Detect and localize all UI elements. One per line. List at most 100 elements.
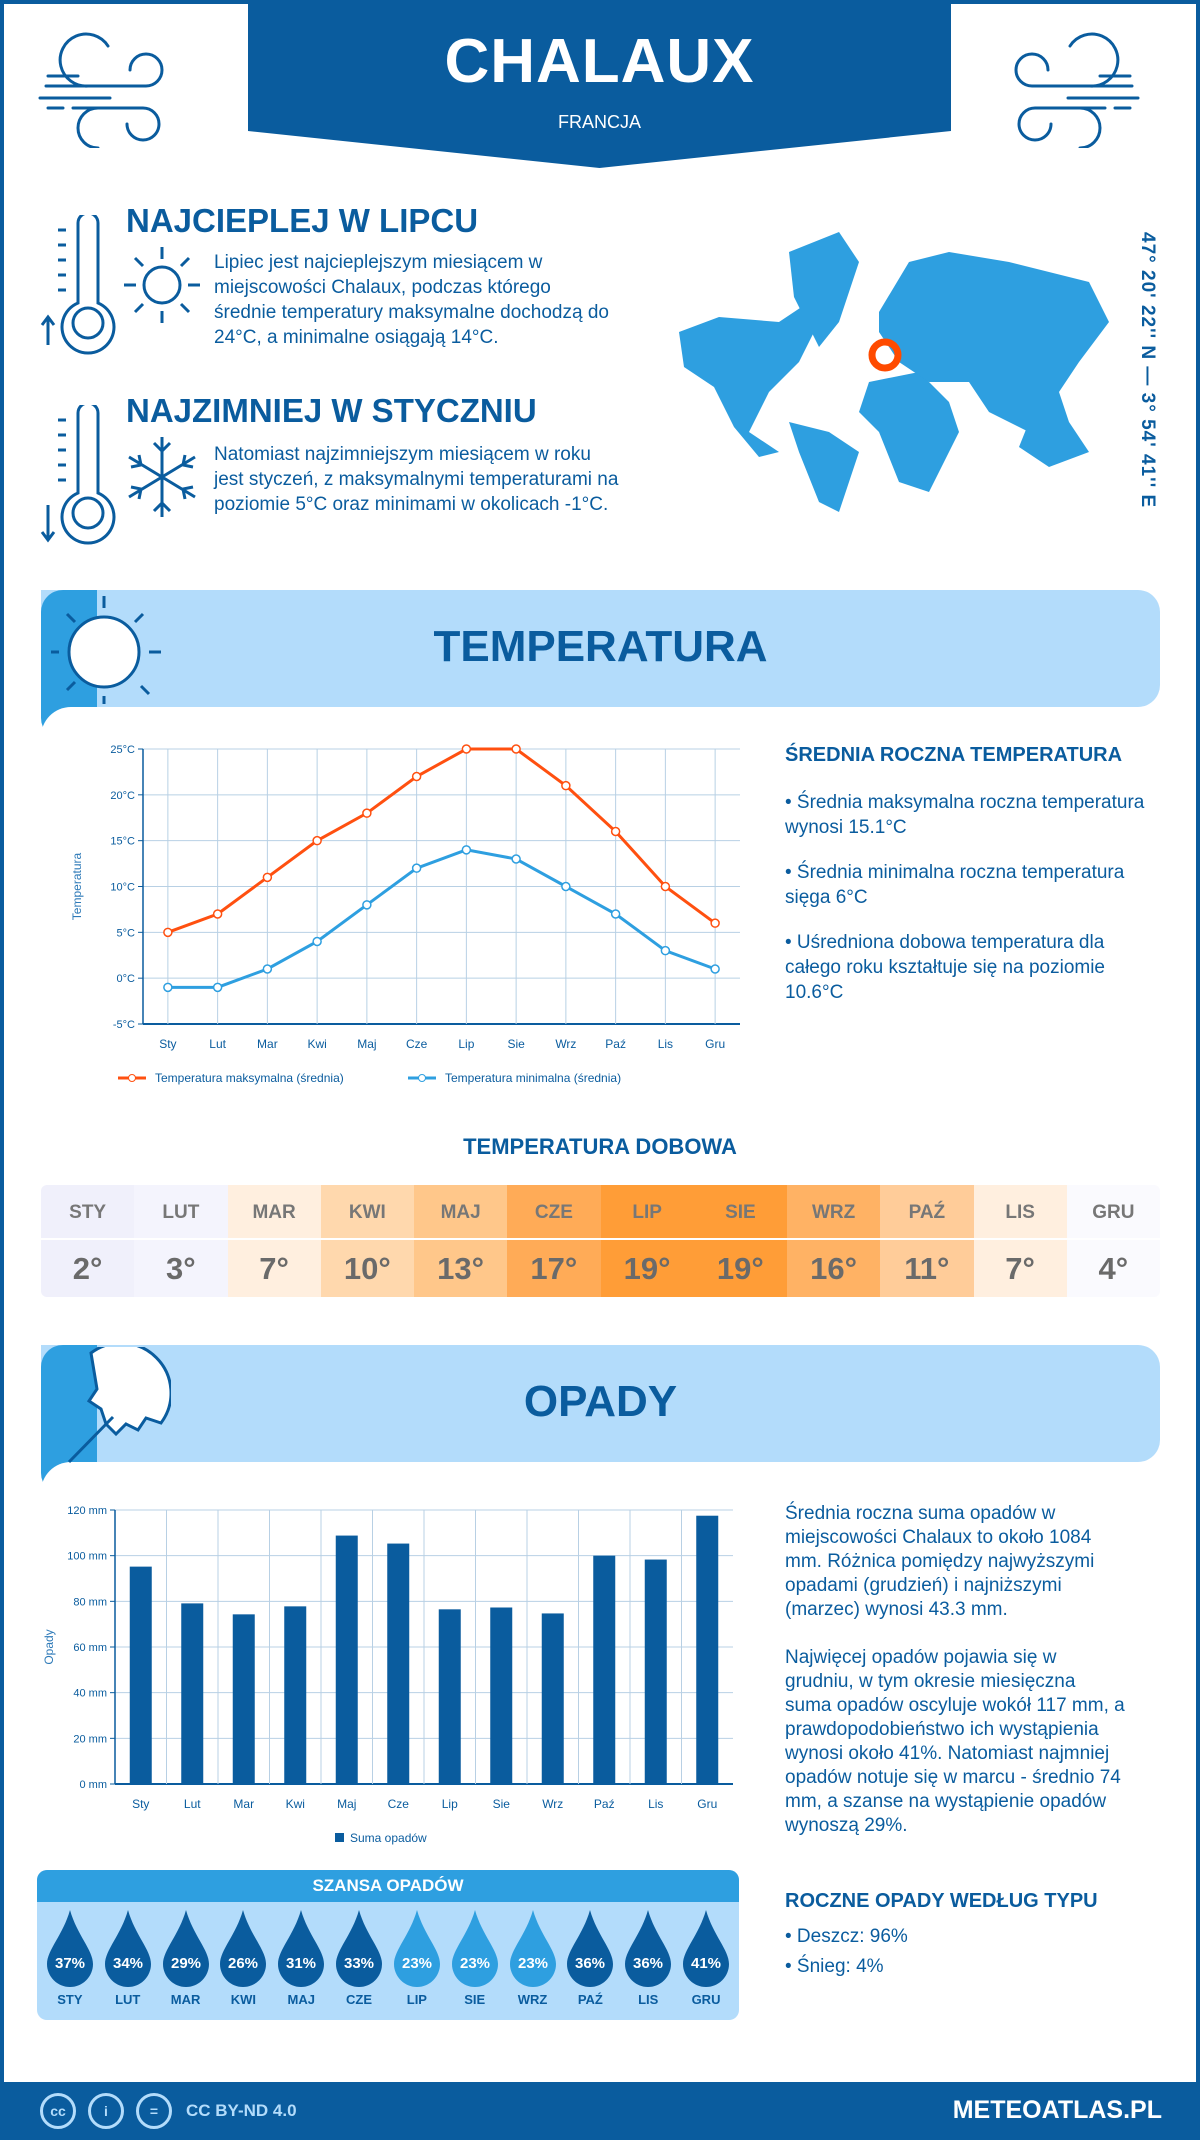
attribution-icon: i: [88, 2093, 124, 2129]
temperature-bullet: • Średnia minimalna roczna temperatura s…: [785, 862, 1125, 908]
data-point: [561, 780, 571, 791]
data-point: [660, 945, 671, 956]
daily-value: 16°: [810, 1251, 858, 1286]
data-point: [511, 854, 521, 864]
x-tick-label: Mar: [257, 1037, 278, 1051]
data-point: [710, 918, 720, 928]
data-point: [610, 909, 621, 919]
chance-drop: 33% CZE: [331, 1910, 387, 2007]
daily-column: GRU 4°: [1066, 1185, 1160, 1297]
raindrop-icon: 34%: [104, 1910, 151, 1987]
chance-drop: 41% GRU: [678, 1910, 734, 2007]
chance-drop: 34% LUT: [100, 1910, 156, 2007]
daily-column: PAŹ 11°: [880, 1185, 974, 1297]
chance-drop: 31% MAJ: [273, 1910, 329, 2007]
bar: [490, 1607, 513, 1784]
data-point: [461, 845, 472, 855]
daily-column: LIS 7°: [973, 1185, 1067, 1297]
chance-month: KWI: [230, 1992, 257, 2007]
chance-drop: 26% KWI: [215, 1910, 271, 2007]
temperature-bullet: • Średnia maksymalna roczna temperatura …: [785, 792, 1145, 838]
y-tick-label: 80 mm: [73, 1596, 107, 1608]
bar: [335, 1535, 358, 1784]
daily-temperature-title: TEMPERATURA DOBOWA: [463, 1134, 737, 1159]
chance-value: 31%: [286, 1955, 316, 1972]
daily-column: LUT 3°: [134, 1185, 228, 1297]
chance-month: GRU: [691, 1992, 721, 2007]
chance-value: 41%: [691, 1955, 721, 1972]
raindrop-icon: 31%: [278, 1910, 325, 1987]
daily-month: CZE: [507, 1185, 601, 1240]
chance-drop: 37% STY: [42, 1910, 98, 2007]
city-title: CHALAUX: [444, 27, 755, 96]
chance-month: STY: [57, 1992, 83, 2007]
data-point: [411, 863, 422, 873]
daily-value: 7°: [1005, 1251, 1035, 1286]
x-tick-label: Sty: [132, 1797, 149, 1811]
thermometer-down-icon: [40, 405, 116, 545]
daily-month: MAJ: [414, 1185, 508, 1240]
raindrop-icon: 33%: [336, 1910, 383, 1987]
cc-icon: cc: [40, 2093, 76, 2129]
daily-month: LIP: [600, 1185, 694, 1240]
x-tick-label: Maj: [337, 1797, 356, 1811]
precipitation-section-banner: OPADY: [41, 1345, 1160, 1502]
legend-label: Suma opadów: [350, 1831, 427, 1845]
precipitation-chart: 0 mm 20 mm 40 mm 60 mm 80 mm 100 mm 120 mm Sty L…: [42, 1505, 733, 1845]
x-tick-label: Wrz: [542, 1797, 563, 1811]
header-banner: [248, 0, 951, 168]
chance-value: 26%: [228, 1955, 258, 1972]
raindrop-icon: 23%: [509, 1910, 556, 1987]
snowflake-icon: [128, 437, 196, 517]
y-tick-label: 100 mm: [67, 1551, 107, 1563]
warmest-text: Lipiec jest najcieplejszym miesiącem w m…: [214, 252, 609, 348]
daily-month: SIE: [693, 1185, 787, 1240]
raindrop-icon: 23%: [451, 1910, 498, 1987]
data-point: [411, 771, 422, 782]
daily-month: KWI: [320, 1185, 414, 1240]
y-tick-label: -5°C: [113, 1019, 135, 1031]
y-tick-label: 60 mm: [73, 1642, 107, 1654]
y-tick-label: 120 mm: [67, 1505, 107, 1517]
chance-value: 23%: [518, 1955, 548, 1972]
bar: [232, 1614, 255, 1784]
y-tick-label: 25°C: [110, 744, 135, 756]
daily-month: WRZ: [787, 1185, 881, 1240]
chance-month: LUT: [115, 1992, 141, 2007]
data-point: [212, 909, 223, 919]
data-point: [511, 744, 521, 754]
raindrop-icon: 36%: [625, 1910, 672, 1987]
license-label: CC BY-ND 4.0: [186, 2101, 297, 2120]
x-tick-label: Paź: [605, 1037, 626, 1051]
y-axis-label: Opady: [42, 1629, 56, 1664]
warmest-title: NAJCIEPLEJ W LIPCU: [126, 202, 479, 239]
chance-month: WRZ: [517, 1992, 548, 2007]
x-tick-label: Kwi: [286, 1797, 305, 1811]
daily-column: SIE 19°: [693, 1185, 787, 1297]
daily-value: 17°: [530, 1251, 578, 1286]
data-point: [312, 835, 322, 846]
series-line: [167, 747, 717, 934]
x-tick-label: Gru: [697, 1797, 717, 1811]
x-tick-label: Sie: [493, 1797, 511, 1811]
precipitation-paragraph: Najwięcej opadów pojawia się w grudniu, …: [785, 1647, 1125, 1836]
site-link[interactable]: METEOATLAS.PL: [952, 2096, 1162, 2124]
x-tick-label: Paź: [594, 1797, 615, 1811]
temperature-section-title: TEMPERATURA: [433, 622, 768, 671]
chance-value: 23%: [402, 1955, 432, 1972]
x-tick-label: Sie: [507, 1037, 525, 1051]
wind-icon-right: [1014, 32, 1140, 148]
x-tick-label: Gru: [705, 1037, 725, 1051]
bar: [387, 1543, 410, 1784]
daily-month: STY: [41, 1185, 135, 1240]
raindrop-icon: 37%: [46, 1910, 93, 1987]
x-tick-label: Lip: [458, 1037, 474, 1051]
daily-column: WRZ 16°: [787, 1185, 881, 1297]
daily-month: LIS: [973, 1185, 1067, 1240]
x-tick-label: Lis: [648, 1797, 663, 1811]
daily-column: CZE 17°: [507, 1185, 601, 1297]
bar: [644, 1559, 667, 1784]
daily-temperature-table: STY 2° LUT 3° MAR 7° KWI 10° MAJ 13° CZE 17° LIP 19° S…: [41, 1185, 1160, 1297]
y-tick-label: 10°C: [110, 882, 135, 894]
y-tick-label: 20 mm: [73, 1733, 107, 1745]
